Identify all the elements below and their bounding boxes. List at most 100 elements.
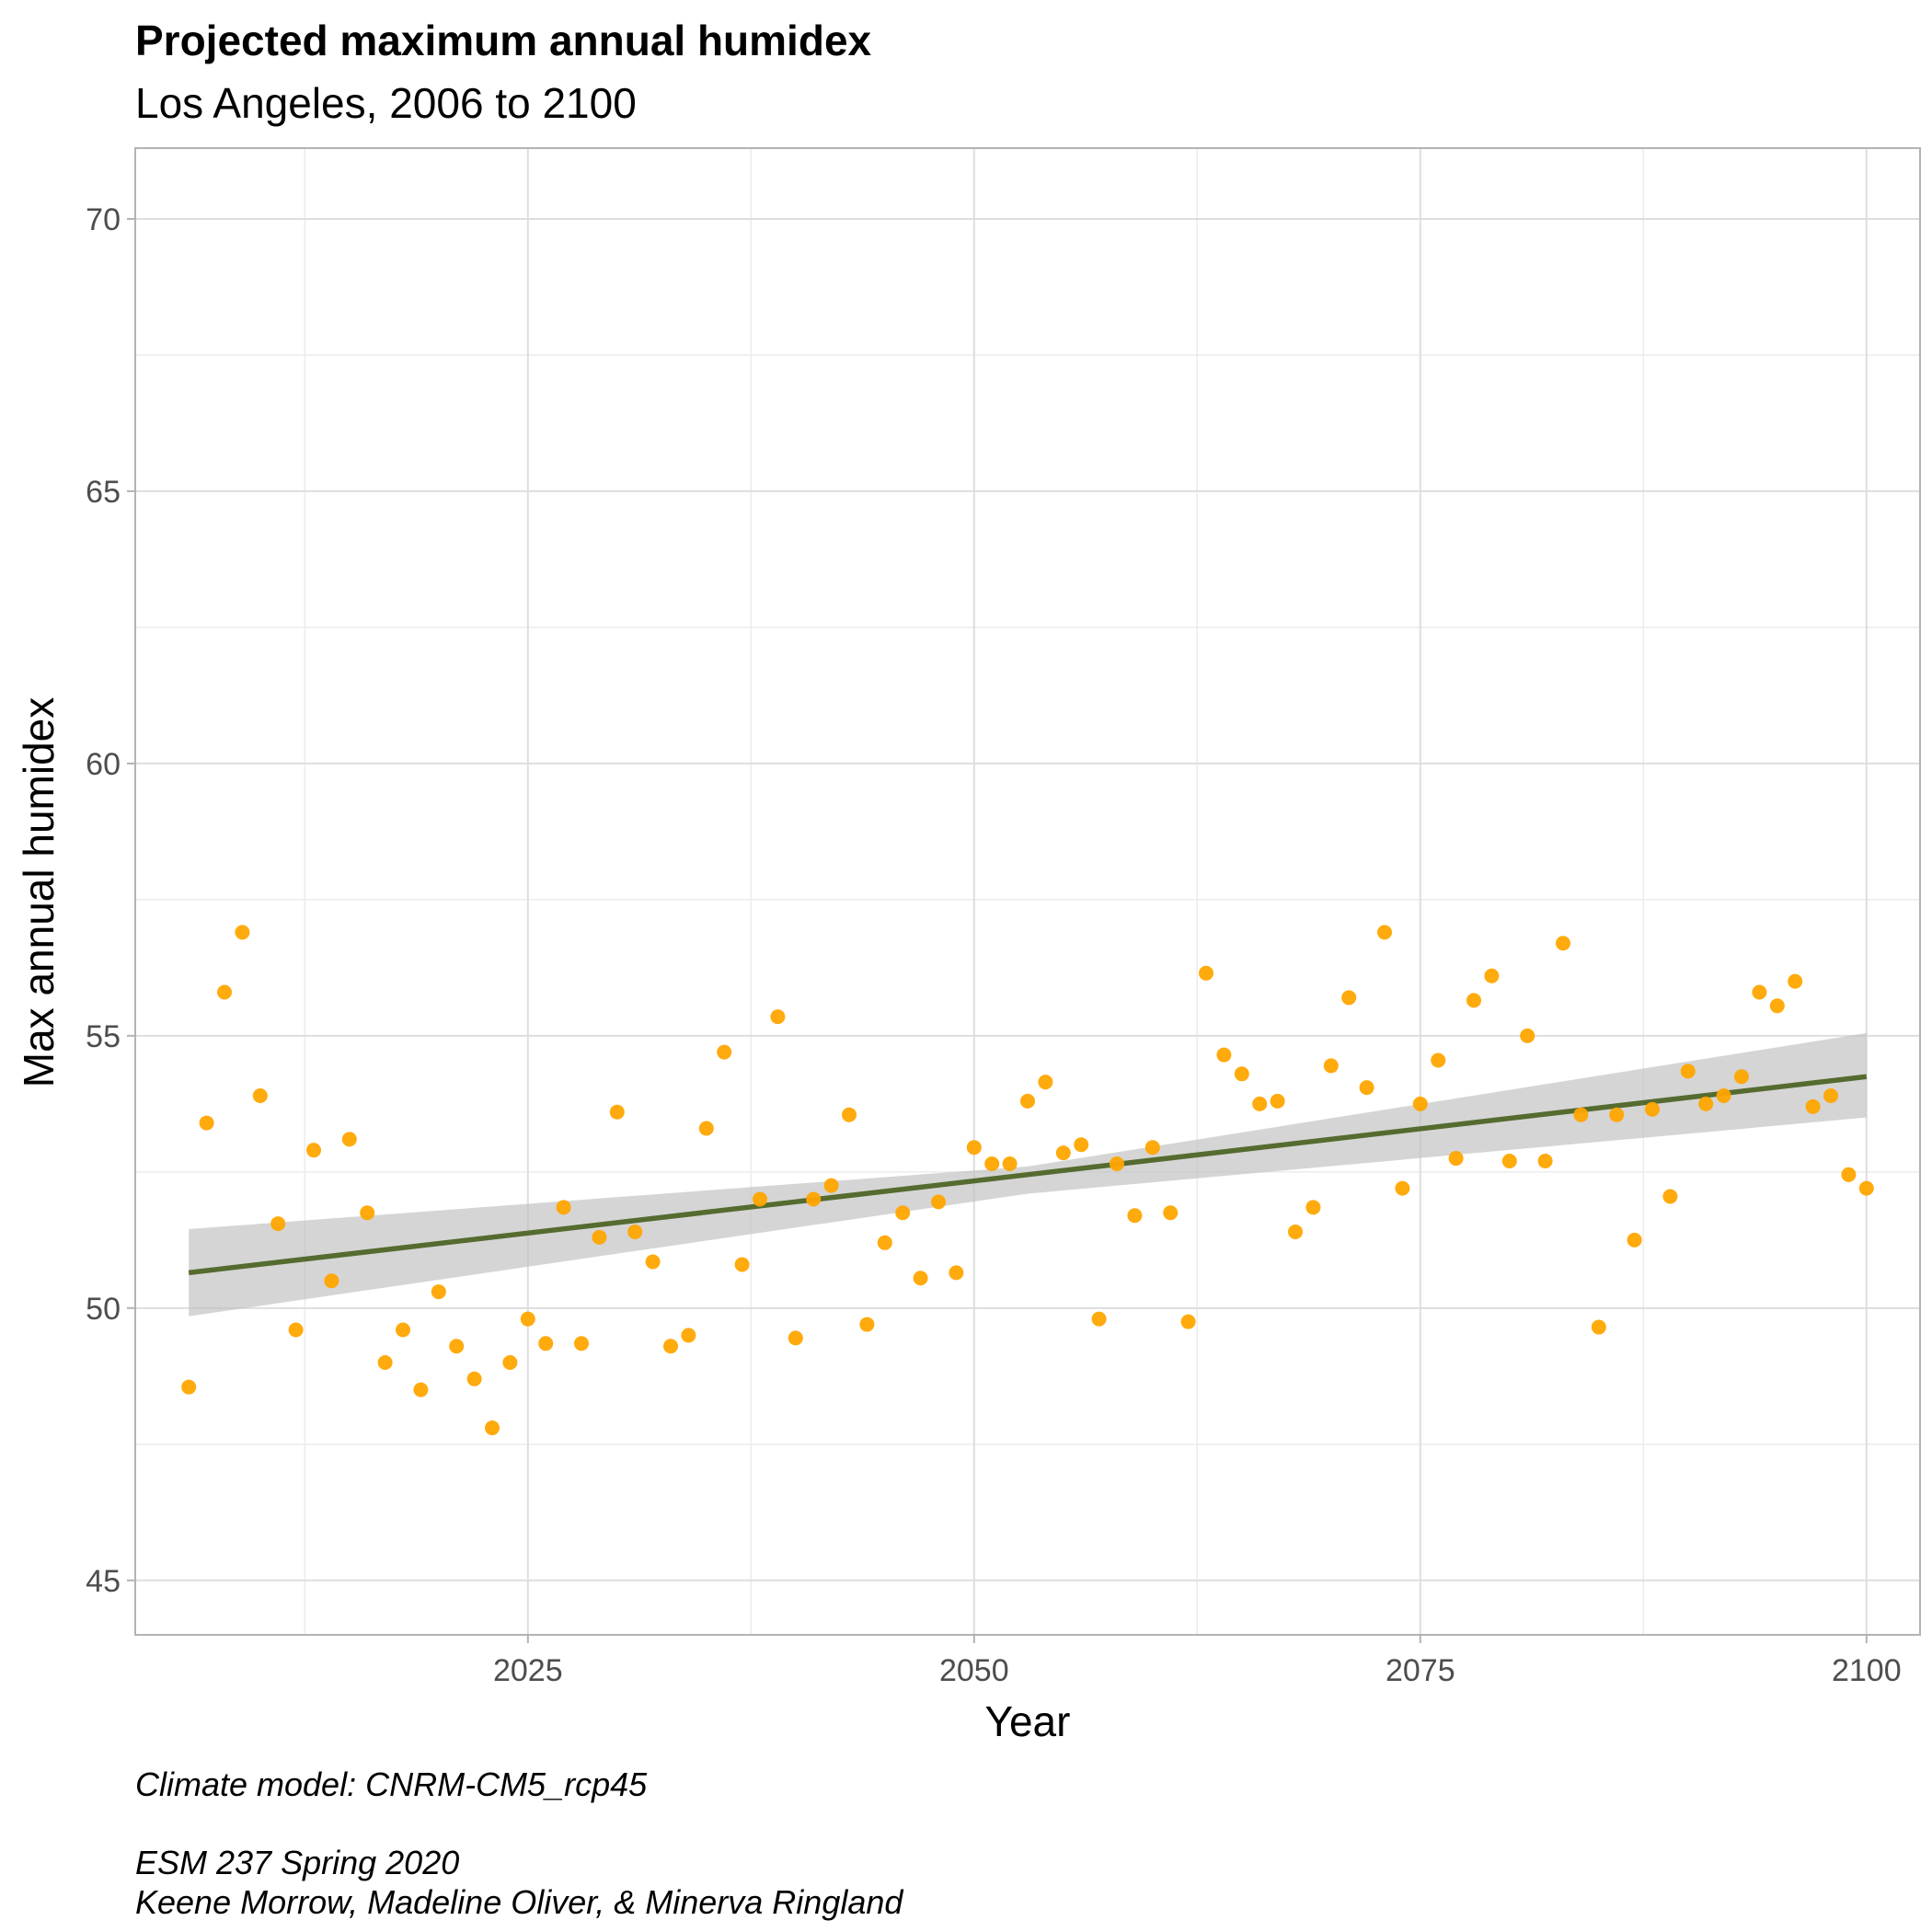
data-point	[681, 1328, 696, 1343]
data-point	[1377, 925, 1392, 940]
data-point	[235, 925, 250, 940]
data-point	[1537, 1154, 1553, 1169]
data-point	[1823, 1087, 1838, 1103]
chart-subtitle: Los Angeles, 2006 to 2100	[135, 79, 637, 127]
data-point	[324, 1273, 339, 1289]
data-point	[1305, 1200, 1321, 1215]
data-point	[1769, 998, 1785, 1014]
data-point	[717, 1044, 732, 1060]
x-tick-label: 2025	[493, 1653, 563, 1688]
data-point	[698, 1121, 714, 1136]
y-tick-label: 60	[86, 747, 121, 782]
plot-border	[134, 147, 1921, 1636]
data-point	[538, 1336, 554, 1351]
data-point	[377, 1355, 393, 1371]
data-point	[574, 1336, 589, 1351]
data-point	[592, 1229, 607, 1245]
data-point	[360, 1205, 375, 1221]
y-axis-ticks: 45 50 55 60 65 70	[86, 202, 135, 1599]
x-axis-ticks: 2025 2050 2075 2100	[493, 1635, 1902, 1688]
data-point	[1270, 1093, 1285, 1109]
y-tick-label: 45	[86, 1564, 121, 1599]
data-point	[1163, 1205, 1179, 1221]
data-point	[1002, 1156, 1018, 1171]
data-point	[1074, 1137, 1089, 1153]
data-point	[1055, 1145, 1071, 1161]
data-point	[645, 1254, 661, 1270]
x-tick-label: 2075	[1386, 1653, 1455, 1688]
data-point	[753, 1191, 767, 1207]
data-point	[1466, 993, 1481, 1008]
data-point	[1573, 1107, 1589, 1122]
data-point	[609, 1104, 625, 1120]
data-point	[1858, 1180, 1874, 1196]
data-point	[199, 1115, 214, 1131]
data-point	[217, 984, 232, 1000]
data-point	[859, 1317, 875, 1332]
data-point	[252, 1087, 268, 1103]
data-point	[966, 1140, 982, 1156]
chart-title: Projected maximum annual humidex	[135, 17, 872, 64]
data-point	[1448, 1151, 1464, 1167]
data-point	[788, 1330, 803, 1346]
data-point	[1431, 1052, 1446, 1068]
data-point	[1716, 1087, 1731, 1103]
data-point	[431, 1284, 446, 1300]
data-point	[396, 1322, 410, 1338]
data-point	[413, 1382, 429, 1397]
data-point	[1627, 1232, 1642, 1248]
data-point	[1645, 1101, 1660, 1117]
data-point	[734, 1257, 750, 1272]
gridlines	[135, 148, 1920, 1635]
data-point	[877, 1235, 892, 1250]
data-point	[1662, 1189, 1678, 1204]
data-point	[1395, 1180, 1410, 1196]
data-point	[770, 1009, 786, 1025]
data-point	[1412, 1096, 1428, 1111]
data-point	[306, 1143, 321, 1158]
data-point	[449, 1339, 465, 1354]
data-point	[1359, 1080, 1374, 1096]
data-point	[1110, 1156, 1124, 1171]
data-point	[895, 1205, 911, 1221]
data-point	[1501, 1154, 1517, 1169]
data-point	[1216, 1047, 1232, 1063]
trend-line-group	[188, 1074, 1868, 1276]
data-point	[1698, 1096, 1714, 1111]
data-points	[181, 925, 1874, 1436]
y-tick-label: 65	[86, 475, 121, 510]
data-point	[1180, 1314, 1196, 1329]
data-point	[1038, 1075, 1053, 1090]
data-point	[931, 1194, 946, 1210]
y-tick-label: 55	[86, 1019, 121, 1054]
data-point	[1788, 973, 1803, 989]
data-point	[1556, 936, 1570, 951]
caption-course: ESM 237 Spring 2020	[135, 1844, 459, 1881]
data-point	[466, 1371, 482, 1386]
data-point	[663, 1339, 678, 1354]
data-point	[1199, 965, 1213, 981]
data-point	[1520, 1028, 1535, 1043]
data-point	[1091, 1311, 1107, 1327]
y-tick-label: 70	[86, 202, 121, 237]
x-tick-label: 2100	[1832, 1653, 1902, 1688]
x-tick-label: 2050	[939, 1653, 1009, 1688]
data-point	[181, 1379, 197, 1395]
data-point	[1752, 984, 1767, 1000]
x-axis-title: Year	[985, 1697, 1071, 1745]
data-point	[502, 1355, 518, 1371]
data-point	[949, 1265, 964, 1281]
data-point	[288, 1322, 304, 1338]
data-point	[556, 1200, 571, 1215]
data-point	[1609, 1107, 1625, 1122]
data-point	[1484, 968, 1500, 983]
data-point	[1234, 1066, 1249, 1082]
data-point	[1805, 1098, 1821, 1114]
data-point	[806, 1191, 822, 1207]
data-point	[520, 1311, 535, 1327]
data-point	[1252, 1096, 1268, 1111]
data-point	[1591, 1319, 1606, 1335]
trend-line	[188, 1074, 1868, 1276]
caption-climate-model: Climate model: CNRM-CM5_rcp45	[135, 1765, 648, 1803]
